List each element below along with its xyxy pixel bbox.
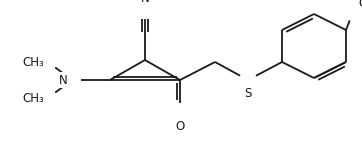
Text: Cl: Cl xyxy=(358,0,362,10)
Text: CH₃: CH₃ xyxy=(22,55,44,69)
Text: N: N xyxy=(140,0,150,5)
Text: N: N xyxy=(59,73,68,86)
Text: O: O xyxy=(175,120,185,133)
Text: S: S xyxy=(244,87,252,100)
Text: CH₃: CH₃ xyxy=(22,91,44,104)
